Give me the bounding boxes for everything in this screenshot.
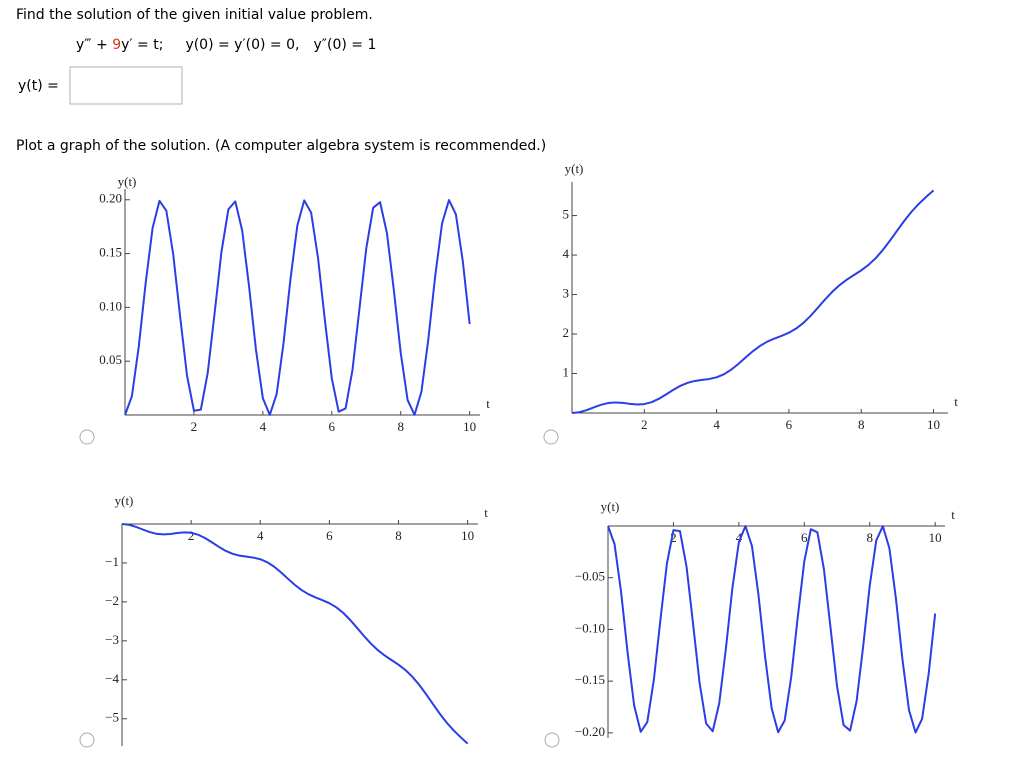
plot: 2 4 6 8 10 0.05 0.10 0.15 0.20 t y(t) — [99, 174, 490, 434]
x-tick-label: 10 — [463, 419, 476, 434]
plot-prompt: Plot a graph of the solution. (A compute… — [16, 138, 546, 154]
y-tick-label: −0.10 — [575, 620, 605, 635]
x-tick-label: 6 — [801, 530, 808, 545]
x-tick-label: 2 — [670, 530, 677, 545]
radio-option[interactable] — [79, 732, 95, 748]
x-tick-label: 4 — [736, 530, 743, 545]
x-tick-label: 4 — [257, 528, 264, 543]
y-tick-label: 0.15 — [99, 245, 122, 260]
radio-option[interactable] — [79, 429, 95, 445]
solution-curve — [121, 523, 469, 745]
y-tick-label: 1 — [563, 364, 570, 379]
plot: 2 4 6 8 10 −1 −2 −3 −4 −5 t y(t) — [105, 493, 488, 746]
equation-part: y‴ + — [76, 37, 112, 53]
y-tick-label: −0.20 — [575, 724, 605, 739]
y-axis-label: y(t) — [118, 174, 137, 189]
equation-condition: y(0) = y′(0) = 0, — [185, 37, 299, 53]
x-tick-label: 6 — [786, 417, 793, 432]
x-axis-label: t — [951, 507, 955, 522]
x-axis-label: t — [486, 396, 490, 411]
radio-option[interactable] — [543, 429, 559, 445]
y-tick-label: 2 — [563, 325, 570, 340]
y-axis-label: y(t) — [565, 161, 584, 176]
x-tick-label: 8 — [397, 419, 404, 434]
y-tick-label: −4 — [105, 671, 119, 686]
plot: 2 4 6 8 10 −0.05 −0.10 −0.15 −0.20 t y(t) — [575, 499, 955, 739]
solution-curve — [607, 525, 937, 734]
y-tick-label: −2 — [105, 593, 119, 608]
y-tick-label: 4 — [563, 246, 570, 261]
y-tick-label: −0.15 — [575, 672, 605, 687]
y-tick-label: −0.05 — [575, 569, 605, 584]
equation-part: y′ = t; — [121, 37, 163, 53]
solution-curve — [571, 189, 935, 414]
x-tick-label: 8 — [866, 530, 873, 545]
x-axis-label: t — [954, 394, 958, 409]
x-tick-label: 6 — [326, 528, 333, 543]
y-tick-label: 0.10 — [99, 298, 122, 313]
y-tick-label: −1 — [105, 554, 119, 569]
x-tick-label: 10 — [927, 417, 940, 432]
radio-option[interactable] — [544, 732, 560, 748]
x-tick-label: 4 — [713, 417, 720, 432]
y-axis-label: y(t) — [115, 493, 134, 508]
solution-curve — [124, 199, 471, 416]
x-tick-label: 10 — [929, 530, 942, 545]
x-tick-label: 8 — [858, 417, 865, 432]
x-tick-label: 8 — [395, 528, 402, 543]
y-tick-label: −5 — [105, 710, 119, 725]
y-tick-label: 0.20 — [99, 191, 122, 206]
answer-input[interactable] — [69, 66, 183, 105]
x-axis-label: t — [484, 505, 488, 520]
x-tick-label: 2 — [191, 419, 198, 434]
question: Find the solution of the given initial v… — [16, 7, 373, 23]
y-tick-label: 5 — [563, 207, 570, 222]
y-tick-label: 3 — [563, 286, 570, 301]
y-tick-label: 0.05 — [99, 352, 122, 367]
y-tick-label: −3 — [105, 632, 119, 647]
x-tick-label: 10 — [461, 528, 474, 543]
answer-label: y(t) = — [18, 78, 59, 94]
equation-coefficient: 9 — [112, 37, 121, 53]
x-tick-label: 6 — [329, 419, 336, 434]
x-tick-label: 2 — [188, 528, 195, 543]
x-tick-label: 4 — [260, 419, 267, 434]
y-axis-label: y(t) — [601, 499, 620, 514]
equation: y‴ + 9y′ = t; y(0) = y′(0) = 0, y″(0) = 1 — [76, 37, 376, 53]
x-tick-label: 2 — [641, 417, 648, 432]
equation-condition: y″(0) = 1 — [313, 37, 376, 53]
